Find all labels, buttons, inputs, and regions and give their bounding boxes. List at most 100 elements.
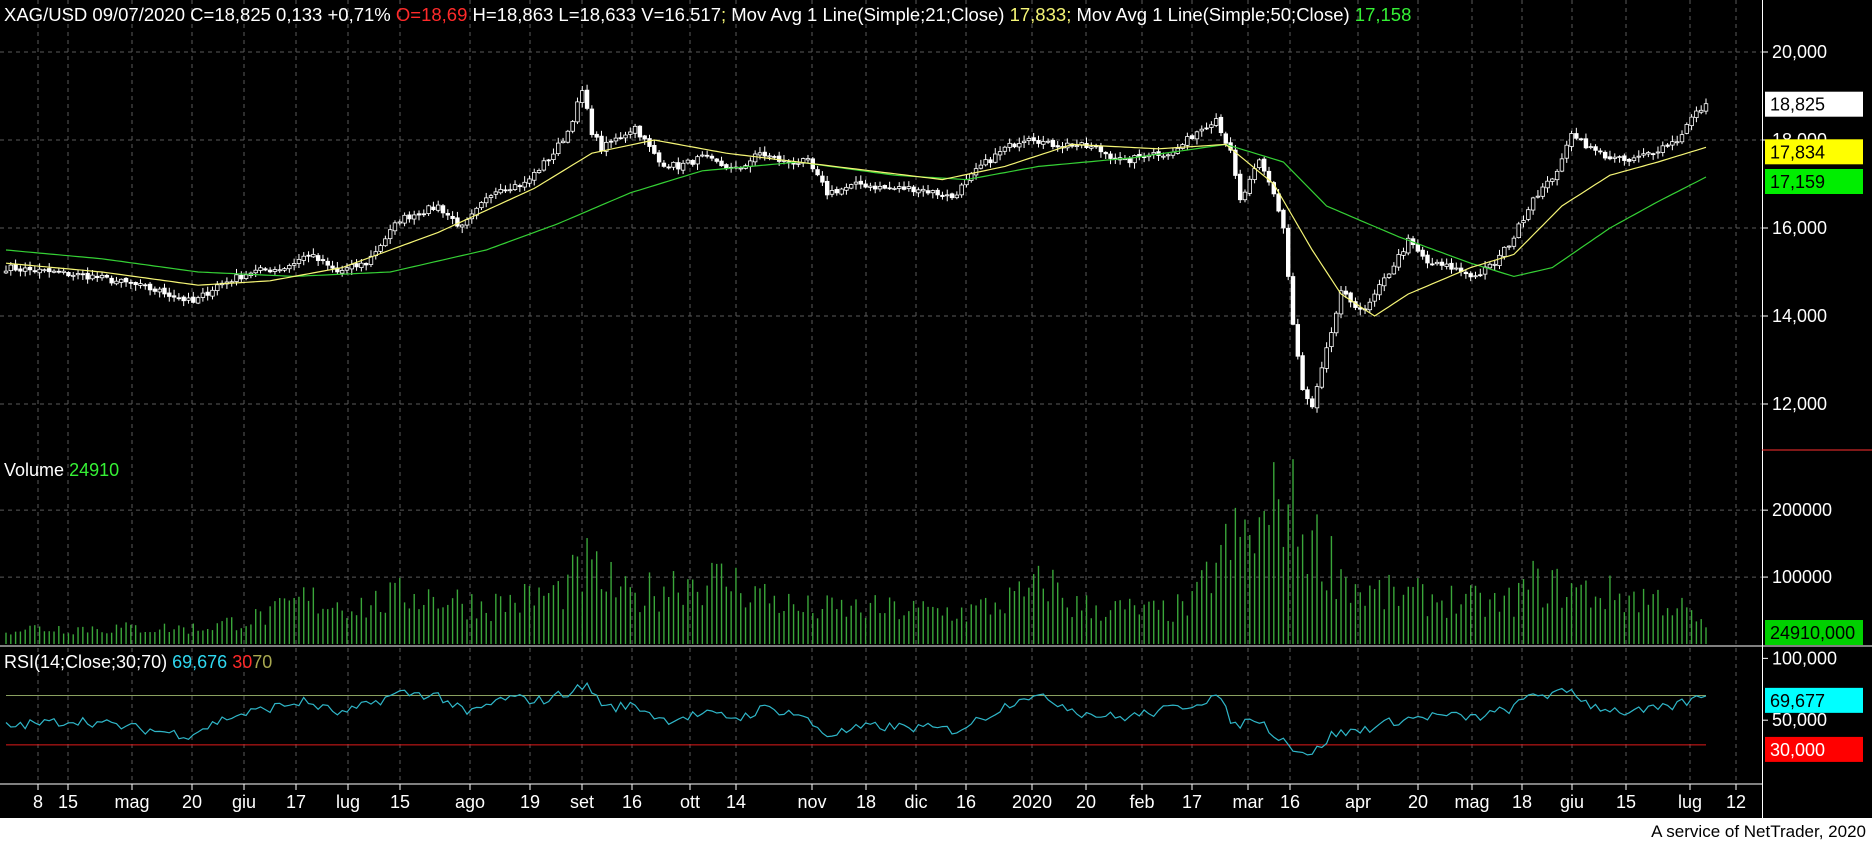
candle-body bbox=[258, 267, 263, 271]
candle-body bbox=[1343, 290, 1349, 295]
candle-body bbox=[426, 205, 431, 214]
y-tick-label-price: 14,000 bbox=[1772, 306, 1827, 326]
candle-body bbox=[1391, 265, 1397, 275]
candle-body bbox=[1012, 143, 1017, 148]
candle-body bbox=[61, 270, 66, 273]
candle-body bbox=[157, 288, 162, 293]
candle-body bbox=[1535, 195, 1541, 198]
candle-body bbox=[599, 135, 604, 152]
x-tick-label: mag bbox=[1454, 792, 1489, 812]
candle-body bbox=[820, 175, 825, 183]
candle-body bbox=[1516, 223, 1521, 239]
candle-body bbox=[339, 270, 345, 274]
candle-body bbox=[402, 214, 407, 224]
candle-body bbox=[109, 277, 114, 284]
x-tick-label: 16 bbox=[622, 792, 642, 812]
candle-body bbox=[392, 222, 398, 232]
axis-background bbox=[1762, 0, 1872, 818]
candle-body bbox=[1569, 133, 1574, 147]
candle-body bbox=[604, 141, 609, 152]
candle-body bbox=[181, 296, 186, 302]
candle-body bbox=[1041, 141, 1046, 145]
candle-body bbox=[330, 265, 335, 269]
candle-body bbox=[512, 184, 518, 190]
candle-body bbox=[195, 297, 201, 304]
candle-body bbox=[431, 206, 436, 211]
candle-body bbox=[666, 166, 671, 169]
candle-body bbox=[171, 295, 177, 298]
x-tick-label: giu bbox=[1560, 792, 1584, 812]
candle-body bbox=[1185, 136, 1190, 146]
candle-body bbox=[1290, 276, 1296, 325]
candle-body bbox=[608, 140, 614, 143]
candle-body bbox=[1430, 263, 1435, 266]
price-header: XAG/USD 09/07/2020 C=18,825 0,133 +0,71%… bbox=[4, 4, 1411, 26]
high-label: H=18,863 bbox=[472, 4, 554, 25]
candle-body bbox=[1213, 118, 1219, 126]
candle-body bbox=[291, 263, 297, 266]
candle-body bbox=[1098, 145, 1104, 153]
candle-body bbox=[128, 281, 134, 284]
candle-body bbox=[863, 183, 868, 188]
candle-body bbox=[848, 184, 854, 189]
candle-body bbox=[234, 274, 239, 282]
candle-body bbox=[1588, 146, 1593, 149]
candle-body bbox=[1703, 103, 1709, 112]
candle-body bbox=[85, 272, 90, 280]
candle-body bbox=[877, 185, 883, 190]
candle-body bbox=[1684, 124, 1689, 134]
candle-body bbox=[37, 268, 42, 274]
candle-body bbox=[1247, 178, 1252, 194]
candle-body bbox=[1401, 251, 1406, 256]
candle-body bbox=[738, 167, 743, 170]
candle-body bbox=[440, 205, 446, 214]
candle-body bbox=[1473, 275, 1478, 278]
candle-body bbox=[80, 273, 86, 276]
candle-body bbox=[143, 284, 148, 287]
change-pct-label: +0,71% bbox=[327, 4, 391, 25]
candle-body bbox=[1045, 140, 1051, 143]
candle-body bbox=[411, 214, 417, 220]
x-tick-label: 18 bbox=[856, 792, 876, 812]
candle-body bbox=[815, 169, 820, 176]
x-tick-label: 8 bbox=[33, 792, 43, 812]
ma21-tag-text: 17,834 bbox=[1770, 142, 1825, 162]
candle-body bbox=[1574, 133, 1579, 139]
candle-body bbox=[421, 213, 426, 216]
candle-body bbox=[1055, 145, 1060, 148]
candle-body bbox=[301, 255, 306, 261]
candle-body bbox=[911, 186, 916, 193]
candle-body bbox=[1286, 227, 1291, 277]
candle-body bbox=[1002, 146, 1008, 152]
candle-body bbox=[1646, 152, 1651, 155]
candle-body bbox=[123, 277, 129, 283]
candle-body bbox=[517, 185, 523, 188]
candle-body bbox=[27, 266, 33, 271]
candle-body bbox=[1050, 139, 1056, 147]
candle-body bbox=[397, 221, 402, 224]
candle-body bbox=[1194, 131, 1200, 140]
x-tick-label: nov bbox=[797, 792, 826, 812]
candle-body bbox=[344, 267, 350, 271]
candle-body bbox=[1372, 293, 1377, 302]
x-tick-label: 12 bbox=[1726, 792, 1746, 812]
candle-body bbox=[1127, 158, 1132, 164]
candle-body bbox=[311, 254, 316, 258]
x-tick-label: 20 bbox=[182, 792, 202, 812]
candle-body bbox=[887, 187, 892, 190]
candle-body bbox=[3, 270, 9, 274]
rsi-lower-tag-box bbox=[1765, 736, 1863, 762]
y-tick-label-price: 16,000 bbox=[1772, 218, 1827, 238]
candle-body bbox=[1310, 398, 1315, 408]
candle-body bbox=[1151, 152, 1156, 155]
candle-body bbox=[1031, 137, 1036, 142]
candle-body bbox=[935, 189, 940, 196]
candle-body bbox=[796, 162, 801, 165]
candle-body bbox=[383, 238, 388, 247]
candle-body bbox=[1689, 116, 1694, 127]
x-tick-label: feb bbox=[1129, 792, 1154, 812]
candle-body bbox=[844, 186, 849, 191]
candle-body bbox=[1237, 173, 1243, 201]
candle-body bbox=[594, 133, 599, 138]
